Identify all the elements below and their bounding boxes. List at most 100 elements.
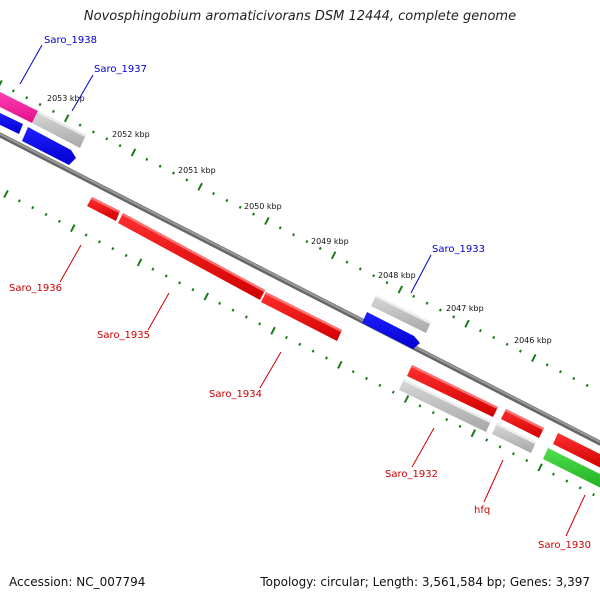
major-tick [64, 114, 70, 123]
gene-feature-saro-1930[interactable] [543, 448, 600, 488]
map-title: Novosphingobium aromaticivorans DSM 1244… [83, 9, 517, 24]
scale-label: 2046 kbp [514, 336, 552, 345]
minor-tick [485, 438, 489, 442]
gene-labels: Saro_1938 Saro_1937 Saro_1933 Saro_1936 … [9, 35, 591, 551]
major-tick [397, 285, 404, 294]
gene-label-saro-1934[interactable]: Saro_1934 [209, 389, 262, 400]
gene-feature-blue-arrow[interactable] [22, 127, 76, 165]
minor-tick [558, 370, 562, 374]
gene-label-saro-1937[interactable]: Saro_1937 [94, 64, 147, 75]
minor-tick [171, 171, 175, 175]
gene-label-saro-1936[interactable]: Saro_1936 [9, 283, 62, 294]
gene-feature-red-1[interactable] [407, 365, 498, 417]
minor-tick [505, 342, 509, 346]
minor-tick [78, 123, 82, 127]
major-tick [330, 251, 337, 260]
major-tick [3, 189, 9, 199]
scale-ticks-inner [3, 189, 596, 497]
minor-tick [418, 404, 422, 408]
minor-tick [324, 356, 328, 360]
major-tick [203, 292, 210, 301]
minor-tick [412, 294, 416, 298]
minor-tick [244, 315, 248, 319]
minor-tick [511, 452, 515, 456]
scale-label: 2053 kbp [47, 94, 85, 103]
minor-tick [378, 383, 382, 387]
minor-tick [458, 424, 462, 428]
minor-tick [431, 411, 435, 415]
scale-label: 2051 kbp [178, 166, 216, 175]
gene-feature-saro-1933-rna[interactable] [371, 295, 431, 333]
gene-feature-saro-1935[interactable] [118, 213, 265, 300]
minor-tick [225, 198, 229, 203]
minor-tick [345, 260, 349, 264]
gene-label-saro-1938[interactable]: Saro_1938 [44, 35, 97, 46]
minor-tick [145, 157, 149, 161]
minor-tick [452, 315, 456, 319]
gene-feature-saro-1934[interactable] [261, 292, 342, 341]
minor-tick [231, 308, 235, 312]
gene-feature-hfq[interactable] [492, 423, 536, 453]
minor-tick [358, 267, 362, 271]
minor-tick [111, 247, 115, 251]
backbone [0, 132, 600, 446]
minor-tick [478, 328, 482, 333]
major-tick [197, 182, 203, 191]
gene-feature-pink[interactable] [0, 92, 38, 123]
major-tick [537, 463, 543, 472]
scale-labels: 2053 kbp 2052 kbp 2051 kbp 2050 kbp 2049… [47, 94, 552, 345]
major-tick [0, 79, 3, 87]
major-tick [264, 216, 270, 226]
minor-tick [578, 486, 582, 490]
gene-feature-saro-1937[interactable] [32, 111, 86, 148]
gene-feature-saro-1938[interactable] [0, 112, 23, 134]
major-tick [470, 429, 477, 438]
minor-tick [51, 109, 55, 114]
minor-tick [425, 301, 429, 305]
gene-label-saro-1933[interactable]: Saro_1933 [432, 244, 485, 255]
gene-feature-red-2[interactable] [501, 409, 544, 438]
major-tick [70, 224, 76, 233]
gene-feature-saro-1932[interactable] [399, 379, 491, 432]
minor-tick [518, 349, 522, 353]
minor-tick [31, 206, 35, 210]
gene-feature-red-3[interactable] [553, 433, 600, 468]
minor-tick [178, 281, 182, 285]
gene-label-saro-1930[interactable]: Saro_1930 [538, 540, 591, 551]
minor-tick [218, 301, 222, 305]
minor-tick [238, 205, 242, 209]
minor-tick [305, 239, 309, 244]
scale-label: 2047 kbp [446, 304, 484, 313]
minor-tick [252, 212, 256, 216]
minor-tick [118, 144, 122, 148]
minor-tick [311, 349, 315, 353]
gene-feature-saro-1933[interactable] [362, 312, 420, 349]
major-tick [464, 319, 470, 328]
gene-label-saro-1935[interactable]: Saro_1935 [97, 330, 150, 341]
label-leaders [19, 44, 586, 537]
minor-tick [592, 493, 596, 497]
minor-tick [438, 308, 442, 312]
gene-label-saro-1932[interactable]: Saro_1932 [385, 469, 438, 480]
major-tick [270, 326, 276, 335]
major-tick [130, 148, 137, 157]
minor-tick [365, 376, 369, 381]
minor-tick [278, 226, 282, 230]
gene-features [0, 92, 600, 488]
major-tick [403, 394, 410, 404]
minor-tick [57, 219, 61, 223]
minor-tick [91, 130, 95, 134]
minor-tick [572, 376, 576, 381]
minor-tick [191, 288, 195, 292]
minor-tick [292, 233, 296, 237]
scale-label: 2049 kbp [311, 237, 349, 246]
minor-tick [158, 164, 162, 168]
gene-feature-saro-1936[interactable] [87, 197, 120, 221]
minor-tick [492, 335, 496, 340]
minor-tick [185, 178, 189, 182]
topology-text: Topology: circular; Length: 3,561,584 bp… [260, 575, 590, 589]
minor-tick [585, 383, 589, 388]
scale-ticks-outer [0, 79, 589, 388]
gene-label-hfq[interactable]: hfq [474, 505, 490, 516]
